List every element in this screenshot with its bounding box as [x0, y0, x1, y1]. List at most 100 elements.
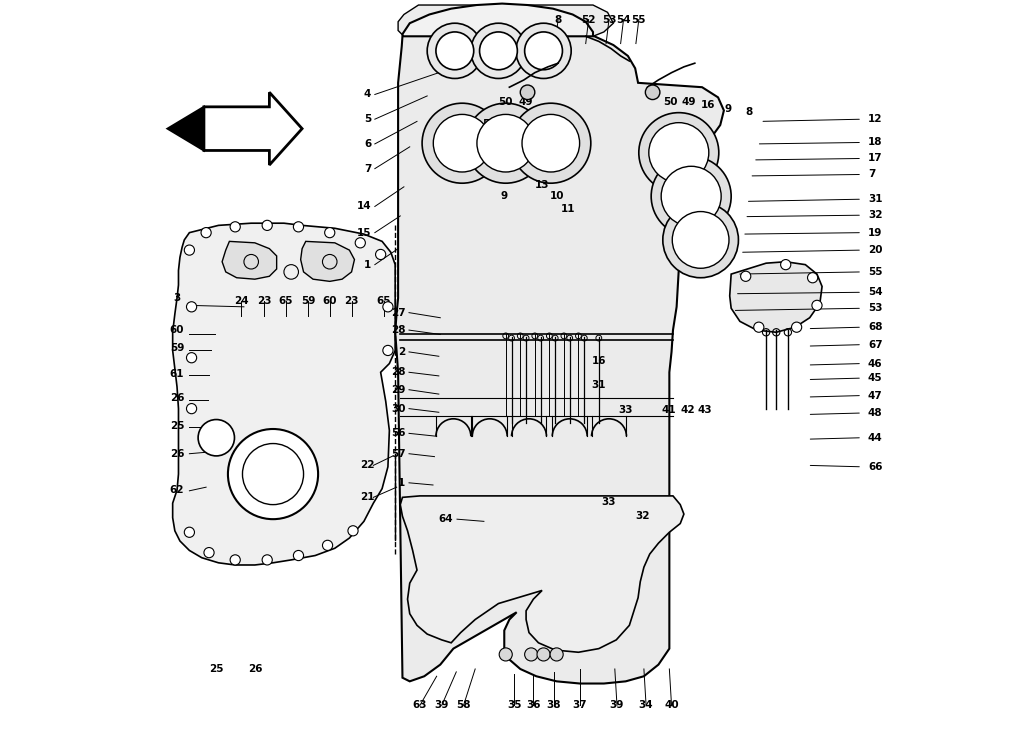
Text: 64: 64: [439, 514, 453, 524]
Text: 27: 27: [391, 307, 405, 318]
Text: 2: 2: [398, 347, 405, 357]
Circle shape: [228, 429, 318, 519]
Text: 68: 68: [868, 322, 882, 332]
Circle shape: [524, 32, 562, 70]
Circle shape: [262, 220, 272, 231]
Text: 18: 18: [868, 137, 882, 147]
Circle shape: [812, 300, 822, 310]
Circle shape: [652, 156, 732, 237]
Text: 7: 7: [868, 169, 875, 180]
Circle shape: [550, 648, 563, 661]
Text: 7: 7: [364, 164, 371, 174]
Text: 61: 61: [169, 369, 185, 379]
Text: 57: 57: [391, 449, 405, 458]
Circle shape: [754, 322, 764, 332]
Polygon shape: [395, 36, 724, 683]
Circle shape: [466, 103, 546, 183]
Circle shape: [436, 32, 474, 70]
Text: 14: 14: [357, 201, 371, 212]
Circle shape: [516, 23, 571, 78]
Polygon shape: [172, 223, 395, 565]
Text: 37: 37: [573, 700, 587, 710]
Polygon shape: [167, 107, 204, 150]
Text: 12: 12: [868, 114, 882, 124]
Circle shape: [230, 222, 240, 232]
Text: 11: 11: [684, 207, 699, 218]
Polygon shape: [398, 5, 614, 38]
Circle shape: [522, 115, 580, 172]
Text: 60: 60: [169, 325, 185, 335]
Circle shape: [807, 272, 818, 283]
Text: 3: 3: [173, 293, 181, 303]
Text: 66: 66: [868, 462, 882, 472]
Circle shape: [187, 353, 197, 363]
Circle shape: [524, 648, 538, 661]
Text: 35: 35: [507, 700, 521, 710]
Text: 4: 4: [364, 90, 371, 99]
Text: 45: 45: [868, 373, 882, 383]
Text: 60: 60: [322, 296, 337, 306]
Text: 33: 33: [619, 405, 633, 415]
Circle shape: [645, 85, 660, 99]
Circle shape: [376, 250, 386, 260]
Text: 58: 58: [457, 700, 471, 710]
Text: 9: 9: [501, 191, 508, 201]
Circle shape: [187, 404, 197, 414]
Text: 63: 63: [412, 700, 427, 710]
Text: 44: 44: [868, 433, 882, 442]
Text: 26: 26: [169, 449, 185, 458]
Text: 25: 25: [209, 664, 224, 674]
Circle shape: [422, 103, 502, 183]
Text: 1: 1: [364, 260, 371, 269]
Text: 55: 55: [632, 15, 646, 25]
Circle shape: [479, 32, 517, 70]
Circle shape: [520, 85, 535, 99]
Text: 23: 23: [258, 296, 272, 306]
Text: 34: 34: [639, 700, 654, 710]
Text: 62: 62: [169, 485, 185, 495]
Text: 65: 65: [377, 296, 391, 306]
Text: 49: 49: [519, 97, 534, 107]
Text: 32: 32: [635, 511, 649, 521]
Text: 8: 8: [745, 107, 752, 117]
Text: 11: 11: [561, 204, 576, 214]
Text: 36: 36: [526, 700, 541, 710]
Text: 20: 20: [868, 245, 882, 255]
Text: 26: 26: [169, 393, 185, 404]
Text: 38: 38: [547, 700, 561, 710]
Text: 28: 28: [391, 325, 405, 335]
Text: 53: 53: [868, 303, 882, 313]
Circle shape: [791, 322, 801, 332]
Text: 25: 25: [169, 421, 185, 431]
Text: 55: 55: [868, 267, 882, 277]
Text: 53: 53: [601, 15, 617, 25]
Circle shape: [648, 123, 709, 182]
Text: 41: 41: [662, 405, 676, 415]
Text: 39: 39: [609, 700, 624, 710]
Polygon shape: [301, 242, 354, 281]
Text: 46: 46: [868, 358, 882, 369]
Text: 24: 24: [234, 296, 248, 306]
Circle shape: [663, 202, 739, 277]
Text: 56: 56: [391, 429, 405, 438]
Text: 8: 8: [554, 15, 561, 25]
Circle shape: [355, 238, 365, 248]
Circle shape: [471, 23, 526, 78]
Text: 6: 6: [364, 139, 371, 149]
Circle shape: [383, 301, 393, 312]
Circle shape: [383, 345, 393, 356]
Circle shape: [201, 228, 211, 238]
Circle shape: [477, 115, 535, 172]
Text: 1: 1: [398, 478, 405, 488]
Circle shape: [293, 550, 304, 561]
Circle shape: [204, 548, 214, 558]
Text: 9: 9: [535, 139, 542, 149]
Text: 51: 51: [670, 139, 684, 149]
Circle shape: [322, 540, 332, 550]
Text: 21: 21: [360, 492, 374, 502]
Text: 47: 47: [868, 391, 882, 401]
Circle shape: [741, 271, 751, 281]
Text: 40: 40: [664, 700, 679, 710]
Polygon shape: [400, 496, 684, 652]
Circle shape: [293, 222, 304, 232]
